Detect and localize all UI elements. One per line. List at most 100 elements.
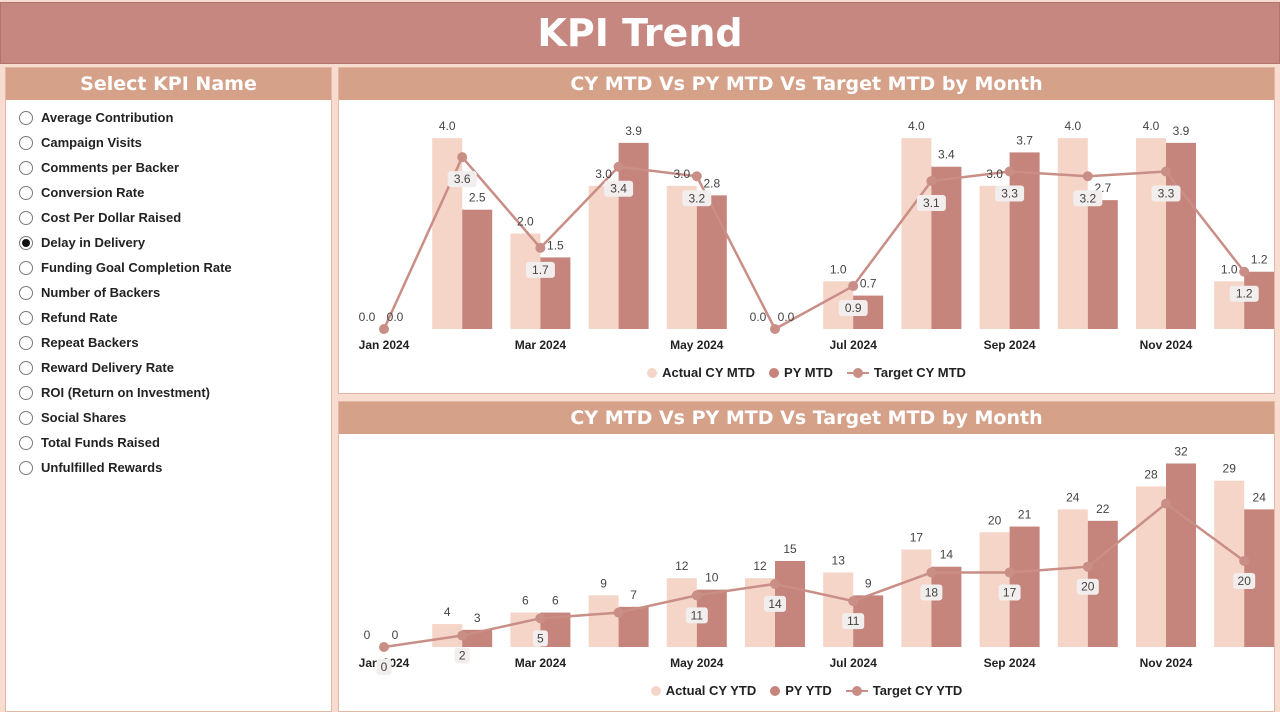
x-tick-label: Mar 2024 [515,656,567,670]
bar-py [1087,200,1118,329]
slicer-item[interactable]: Conversion Rate [6,180,331,205]
x-tick-label: May 2024 [670,656,724,670]
radio-icon[interactable] [19,110,33,125]
data-label-target: 18 [925,585,939,599]
data-label-target: 5 [537,631,544,645]
chart-title-ytd: CY MTD Vs PY MTD Vs Target MTD by Month [339,402,1274,434]
radio-icon[interactable] [19,310,33,325]
slicer-item[interactable]: Reward Delivery Rate [6,355,331,380]
target-point [613,161,624,172]
data-label-py: 2.8 [703,176,720,190]
data-label-actual: 4.0 [908,119,925,133]
target-point [848,596,859,607]
target-point [691,171,702,182]
data-label-py: 3 [474,611,481,625]
data-label-py: 0.0 [778,310,795,324]
data-label-target-bg [920,584,943,601]
data-label-py: 22 [1096,502,1110,516]
data-label-target-bg [842,613,865,630]
slicer-item[interactable]: Total Funds Raised [6,430,331,455]
data-label-target-bg [604,180,634,197]
radio-icon[interactable] [19,260,33,275]
data-label-py: 1.2 [1251,253,1268,267]
legend-marker-icon [846,367,869,378]
slicer-item[interactable]: Refund Rate [6,305,331,330]
slicer-item-label: Repeat Backers [41,335,139,350]
legend-mtd: Actual CY MTD PY MTD Target CY MTD [339,365,1274,380]
slicer-item-label: Total Funds Raised [41,435,160,450]
slicer-list: Average Contribution Campaign Visits Comme… [6,100,331,480]
slicer-title: Select KPI Name [6,68,331,100]
radio-icon[interactable] [19,235,33,250]
radio-icon[interactable] [19,210,33,225]
radio-icon[interactable] [19,435,33,450]
legend-item[interactable]: Actual CY YTD [650,683,756,698]
bar-py [696,195,727,329]
legend-item[interactable]: Target CY YTD [845,683,963,698]
slicer-item[interactable]: Delay in Delivery [6,230,331,255]
data-label-actual: 13 [832,553,846,567]
target-point [535,242,546,253]
radio-icon[interactable] [19,335,33,350]
data-label-actual: 17 [910,531,924,545]
data-label-actual: 4.0 [1143,119,1160,133]
data-label-actual: 4.0 [439,119,456,133]
radio-icon[interactable] [19,460,33,475]
legend-item[interactable]: Actual CY MTD [647,365,755,380]
data-label-target: 3.3 [1001,187,1018,201]
data-label-target: 17 [1003,585,1017,599]
data-label-actual: 20 [988,513,1002,527]
data-label-actual: 1.0 [830,262,847,276]
radio-icon[interactable] [19,385,33,400]
slicer-item[interactable]: Social Shares [6,405,331,430]
data-label-py: 0.0 [387,310,404,324]
target-point [1161,498,1171,509]
slicer-item-label: Average Contribution [41,110,174,125]
target-point [1082,561,1093,572]
data-label-actual: 6 [522,594,529,608]
slicer-item[interactable]: ROI (Return on Investment) [6,380,331,405]
data-label-actual: 3.0 [595,167,612,181]
bar-actual [745,578,775,647]
legend-label: Target CY MTD [873,365,966,380]
slicer-item[interactable]: Funding Goal Completion Rate [6,255,331,280]
legend-item[interactable]: PY MTD [769,365,833,380]
radio-icon[interactable] [19,360,33,375]
radio-icon[interactable] [19,185,33,200]
radio-icon[interactable] [19,285,33,300]
target-point [379,324,389,334]
data-label-target: 20 [1238,574,1252,588]
bar-actual [588,595,619,647]
data-label-actual: 1.0 [1221,262,1238,276]
radio-icon[interactable] [19,135,33,150]
radio-icon[interactable] [19,160,33,175]
data-label-actual: 9 [600,576,607,590]
slicer-item[interactable]: Unfulfilled Rewards [6,455,331,480]
data-label-py: 0 [392,628,399,642]
slicer-item[interactable]: Repeat Backers [6,330,331,355]
legend-item[interactable]: Target CY MTD [846,365,966,380]
slicer-item-label: Funding Goal Completion Rate [41,260,232,275]
data-label-py: 3.9 [625,124,642,138]
slicer-item-label: Conversion Rate [41,185,145,200]
data-label-target: 14 [768,597,782,611]
slicer-item-label: Social Shares [41,410,127,425]
bar-actual [823,572,854,647]
slicer-item[interactable]: Cost Per Dollar Raised [6,205,331,230]
slicer-item[interactable]: Comments per Backer [6,155,331,180]
data-label-py: 15 [783,542,797,556]
bar-py [618,606,649,647]
slicer-item[interactable]: Campaign Visits [6,130,331,155]
data-label-target: 3.2 [688,191,705,205]
data-label-py: 14 [940,548,954,562]
target-point [848,281,859,292]
legend-item[interactable]: PY YTD [770,683,832,698]
slicer-item[interactable]: Average Contribution [6,105,331,130]
bar-actual [510,233,541,329]
bar-py [618,142,649,329]
bar-py [931,166,962,329]
legend-marker-icon [647,367,658,378]
radio-icon[interactable] [19,410,33,425]
slicer-item[interactable]: Number of Backers [6,280,331,305]
legend-label: Target CY YTD [872,683,963,698]
